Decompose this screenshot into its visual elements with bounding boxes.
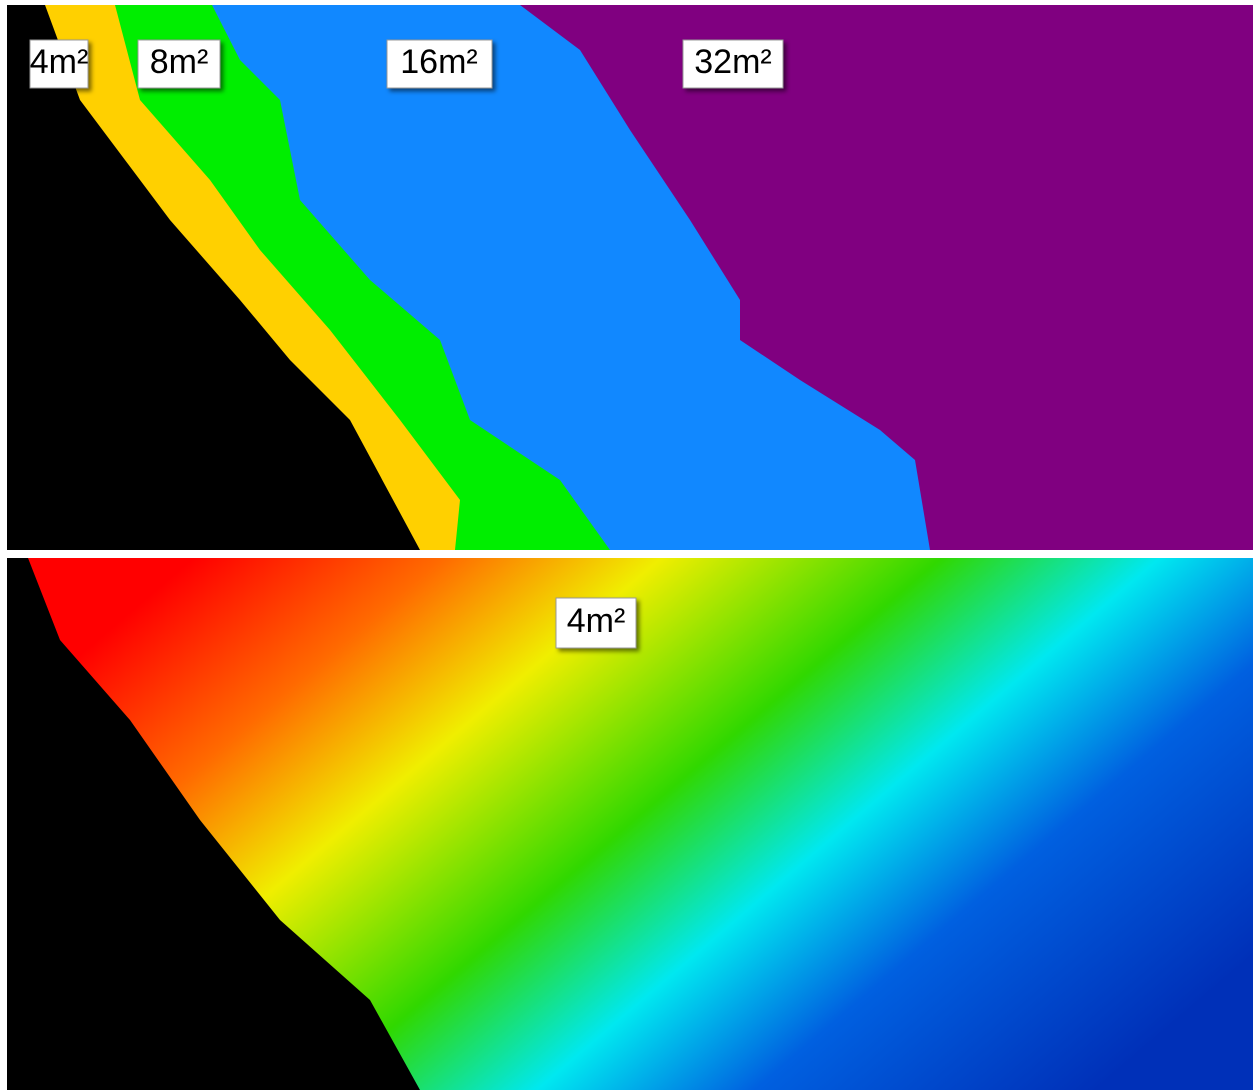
label: 32m²	[683, 40, 783, 88]
label: 4m²	[30, 40, 89, 88]
label-text: 4m²	[30, 43, 89, 81]
label: 4m²	[556, 598, 636, 648]
page: 4m² 8m² 16m² 32m² 4m² (() => { const dat…	[0, 0, 1253, 1090]
label-text: 8m²	[150, 43, 209, 81]
label-text: 16m²	[400, 43, 477, 81]
label: 16m²	[387, 40, 492, 88]
label: 8m²	[138, 40, 220, 88]
label-text: 32m²	[694, 43, 771, 81]
figure: 4m² 8m² 16m² 32m² 4m²	[0, 0, 1253, 1090]
label-text: 4m²	[567, 602, 626, 640]
